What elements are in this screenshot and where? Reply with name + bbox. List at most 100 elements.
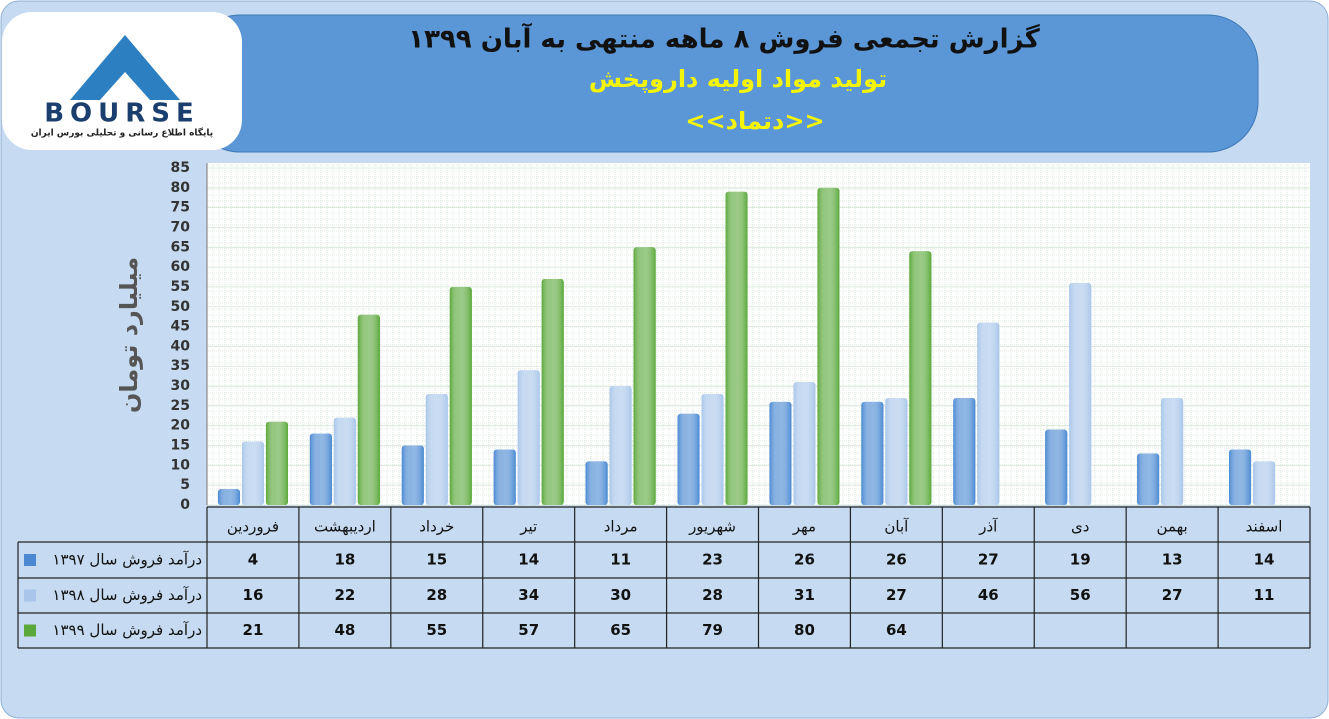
table-value: 26 <box>886 551 907 569</box>
legend-swatch <box>24 589 36 602</box>
bar-shine <box>517 370 540 505</box>
y-tick-label: 80 <box>171 180 191 196</box>
logo-mark <box>70 35 180 100</box>
table-value: 80 <box>794 621 815 639</box>
table-value: 22 <box>334 586 355 604</box>
chart-subtitle: تولید مواد اولیه داروپخش <box>589 65 887 93</box>
x-tick-label: مرداد <box>604 518 638 536</box>
bar-shine <box>817 187 840 505</box>
y-tick-label: 40 <box>171 338 191 354</box>
bar-shine <box>333 417 356 505</box>
y-tick-label: 70 <box>171 219 191 235</box>
table-value: 14 <box>518 551 539 569</box>
bar-shine <box>401 445 424 505</box>
y-tick-label: 15 <box>171 438 190 454</box>
bar-shine <box>217 489 240 505</box>
bar-shine <box>861 401 884 505</box>
table-value: 57 <box>518 621 539 639</box>
bar-shine <box>793 382 816 505</box>
y-tick-label: 75 <box>171 200 190 216</box>
x-tick-label: دی <box>1071 518 1089 536</box>
bar-shine <box>909 251 932 505</box>
y-tick-label: 55 <box>171 279 190 295</box>
table-value: 65 <box>610 621 631 639</box>
bar-shine <box>953 397 976 505</box>
table-value: 55 <box>426 621 447 639</box>
bar-shine <box>357 314 380 505</box>
legend-label: درآمد فروش سال ۱۳۹۹ <box>52 621 202 639</box>
bar-shine <box>1045 429 1068 505</box>
table-value: 64 <box>886 621 907 639</box>
x-tick-label: خرداد <box>419 518 454 536</box>
bar-shine <box>977 322 1000 505</box>
bar-shine <box>1253 461 1276 505</box>
table-value: 16 <box>243 586 264 604</box>
logo-tagline: پایگاه اطلاع رسانی و تحلیلی بورس ایران <box>31 127 213 139</box>
table-value: 15 <box>426 551 447 569</box>
bar-shine <box>585 461 608 505</box>
legend-swatch <box>24 554 36 566</box>
bar-shine <box>493 449 516 505</box>
x-tick-label: اسفند <box>1246 518 1283 536</box>
table-value: 23 <box>702 551 723 569</box>
legend-label: درآمد فروش سال ۱۳۹۸ <box>52 586 202 604</box>
table-value: 28 <box>702 586 723 604</box>
table-value: 18 <box>334 551 355 569</box>
y-tick-label: 65 <box>171 239 190 255</box>
bar-shine <box>1161 397 1184 505</box>
x-tick-label: بهمن <box>1157 518 1188 536</box>
table-value: 27 <box>1162 586 1183 604</box>
bar-shine <box>541 279 564 505</box>
table-value: 31 <box>794 586 815 604</box>
table-value: 13 <box>1162 551 1183 569</box>
plot-area <box>207 163 1310 505</box>
bar-shine <box>309 433 332 505</box>
y-tick-label: 30 <box>171 378 191 394</box>
y-tick-label: 20 <box>171 418 191 434</box>
bar-shine <box>425 393 448 505</box>
x-tick-label: تیر <box>519 518 537 536</box>
table-value: 14 <box>1254 551 1275 569</box>
bar-shine <box>1069 282 1092 505</box>
logo-name: BOURSE <box>44 99 200 129</box>
y-tick-label: 45 <box>171 319 190 335</box>
table-value: 26 <box>794 551 815 569</box>
bar-shine <box>885 397 908 505</box>
x-tick-label: اردیبهشت <box>314 518 376 536</box>
legend-label: درآمد فروش سال ۱۳۹۷ <box>52 551 202 569</box>
y-tick-label: 10 <box>171 457 191 473</box>
y-tick-label: 25 <box>171 398 190 414</box>
bar-shine <box>677 413 700 505</box>
table-value: 11 <box>1254 586 1275 604</box>
y-tick-label: 0 <box>180 497 190 513</box>
bar-shine <box>701 393 724 505</box>
table-bg <box>18 542 1310 648</box>
table-value: 27 <box>886 586 907 604</box>
table-value: 56 <box>1070 586 1091 604</box>
legend-swatch <box>24 624 36 637</box>
table-value: 79 <box>702 621 723 639</box>
bar-shine <box>449 286 472 505</box>
table-value: 30 <box>610 586 631 604</box>
table-value: 27 <box>978 551 999 569</box>
table-value: 46 <box>978 586 999 604</box>
y-axis-label: میلیارد تومان <box>115 257 143 413</box>
bar-shine <box>1229 449 1252 505</box>
table-value: 48 <box>334 621 355 639</box>
x-tick-label: فروردین <box>227 518 279 536</box>
bar-shine <box>769 401 792 505</box>
table-value: 11 <box>610 551 631 569</box>
logo-box <box>2 12 242 150</box>
table-value: 21 <box>243 621 264 639</box>
y-tick-label: 50 <box>171 299 191 315</box>
table-value: 28 <box>426 586 447 604</box>
bar-shine <box>241 441 264 505</box>
y-tick-label: 5 <box>180 477 190 493</box>
symbol: <<دتماد>> <box>685 107 824 135</box>
x-tick-label: مهر <box>792 518 816 536</box>
table-value: 4 <box>248 551 258 569</box>
x-tick-label: آذر <box>978 518 998 536</box>
bar-shine <box>265 421 288 505</box>
y-tick-label: 35 <box>171 358 190 374</box>
